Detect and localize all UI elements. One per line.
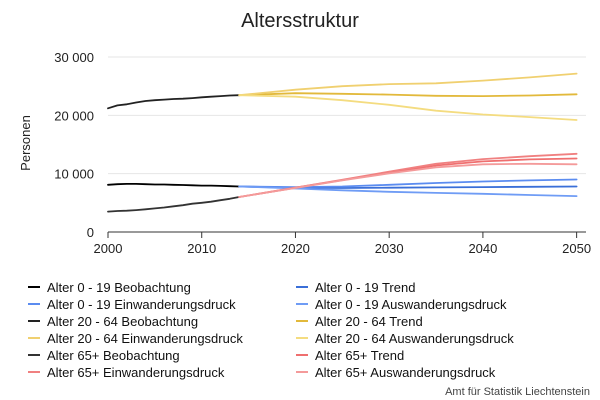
y-tick-label: 30 000 (54, 50, 94, 65)
legend-item[interactable]: Alter 65+ Einwanderungsdruck (28, 365, 225, 380)
legend-label: Alter 20 - 64 Auswanderungsdruck (315, 331, 514, 346)
legend-item[interactable]: Alter 0 - 19 Auswanderungsdruck (296, 297, 507, 312)
legend-item[interactable]: Alter 20 - 64 Beobachtung (28, 314, 198, 329)
legend-item[interactable]: Alter 65+ Beobachtung (28, 348, 180, 363)
series-lines (107, 72, 578, 213)
y-axis-label: Personen (18, 115, 33, 171)
legend-label: Alter 65+ Auswanderungsdruck (315, 365, 496, 380)
y-tick-label: 0 (87, 225, 94, 240)
legend-item[interactable]: Alter 0 - 19 Trend (296, 280, 415, 295)
series-line-9 (107, 196, 241, 213)
series-line-7 (238, 72, 578, 97)
gridlines (108, 56, 586, 175)
x-tick-label: 2040 (468, 241, 497, 256)
source-credit: Amt für Statistik Liechtenstein (445, 386, 590, 398)
legend-item[interactable]: Alter 20 - 64 Auswanderungsdruck (296, 331, 514, 346)
legend-label: Alter 0 - 19 Beobachtung (47, 280, 191, 295)
legend-label: Alter 0 - 19 Auswanderungsdruck (315, 297, 507, 312)
legend-label: Alter 20 - 64 Trend (315, 314, 423, 329)
chart-title: Altersstruktur (241, 10, 359, 32)
legend-label: Alter 65+ Trend (315, 348, 404, 363)
legend-item[interactable]: Alter 65+ Auswanderungsdruck (296, 365, 496, 380)
series-line-12 (238, 162, 578, 198)
legend-item[interactable]: Alter 65+ Trend (296, 348, 404, 363)
legend-item[interactable]: Alter 20 - 64 Trend (296, 314, 423, 329)
x-tick-label: 2010 (187, 241, 216, 256)
legend-label: Alter 65+ Einwanderungsdruck (47, 365, 225, 380)
legend-label: Alter 20 - 64 Beobachtung (47, 314, 198, 329)
series-line-4 (238, 185, 578, 197)
legend-item[interactable]: Alter 20 - 64 Einwanderungsdruck (28, 331, 243, 346)
legend-item[interactable]: Alter 0 - 19 Einwanderungsdruck (28, 297, 236, 312)
legend-label: Alter 20 - 64 Einwanderungsdruck (47, 331, 243, 346)
x-tick-label: 2030 (375, 241, 404, 256)
x-tick-label: 2020 (281, 241, 310, 256)
x-tick-label: 2050 (562, 241, 591, 256)
series-line-6 (238, 92, 578, 97)
legend-label: Alter 0 - 19 Trend (315, 280, 415, 295)
series-line-5 (107, 94, 241, 110)
legend: Alter 0 - 19 Beobachtung Alter 0 - 19 Tre… (28, 280, 514, 380)
legend-label: Alter 65+ Beobachtung (47, 348, 180, 363)
x-tick-label: 2000 (94, 241, 123, 256)
series-line-1 (107, 183, 241, 188)
y-tick-label: 10 000 (54, 167, 94, 182)
axes: 0 10 000 20 000 30 000 2000 2010 2020 2030 2040 2… (54, 50, 591, 256)
y-tick-label: 20 000 (54, 108, 94, 123)
series-line-8 (238, 94, 578, 121)
legend-label: Alter 0 - 19 Einwanderungsdruck (47, 297, 236, 312)
legend-item[interactable]: Alter 0 - 19 Beobachtung (28, 280, 191, 295)
